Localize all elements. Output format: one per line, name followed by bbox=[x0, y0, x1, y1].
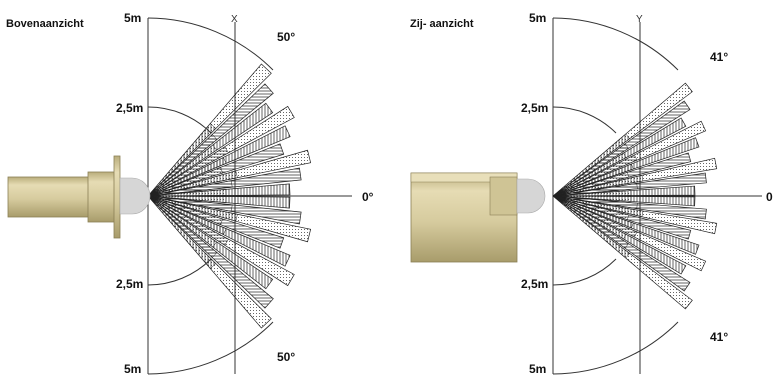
detection-beam-inner bbox=[552, 143, 629, 197]
detection-beam-inner bbox=[552, 195, 638, 238]
detection-beam-inner bbox=[147, 195, 217, 248]
top-view-lower-mid-distance: 2,5m bbox=[116, 277, 143, 291]
detection-beam-inner bbox=[552, 195, 630, 259]
detection-beam-inner bbox=[147, 166, 223, 197]
top-view-panel: Bovenaanzicht 5m 2,5m 2,5m 5m X 50° 50° … bbox=[6, 11, 374, 376]
side-view-title: Zij- aanzicht bbox=[410, 18, 474, 30]
detection-beam-inner bbox=[147, 133, 218, 197]
detection-beam-inner bbox=[552, 183, 638, 197]
top-view-top-distance: 5m bbox=[124, 11, 141, 25]
side-view-upper-mid-distance: 2,5m bbox=[521, 101, 548, 115]
detection-beam-inner bbox=[147, 189, 227, 197]
side-view-zero-angle: 0 bbox=[766, 190, 773, 204]
detection-beam-inner bbox=[147, 170, 238, 197]
detection-beam-inner bbox=[552, 154, 638, 197]
detection-beam-inner bbox=[552, 163, 634, 197]
detection-beam-inner bbox=[147, 195, 233, 212]
side-view-top-distance: 5m bbox=[529, 11, 546, 25]
top-view-zero-angle: 0° bbox=[362, 190, 374, 204]
top-view-lower-angle: 50° bbox=[277, 350, 295, 364]
detection-beam-inner bbox=[147, 195, 238, 222]
detection-beam-inner bbox=[147, 195, 223, 226]
top-view-detection-fan bbox=[147, 63, 312, 329]
detection-beam-inner bbox=[552, 133, 630, 197]
top-view-bottom-distance: 5m bbox=[124, 362, 141, 376]
side-view-lower-angle: 41° bbox=[710, 330, 728, 344]
side-view-lower-mid-distance: 2,5m bbox=[521, 277, 548, 291]
side-view-bottom-distance: 5m bbox=[529, 362, 546, 376]
detection-beam-inner bbox=[552, 195, 638, 209]
detection-beam-inner bbox=[147, 195, 229, 246]
detection-beam-inner bbox=[147, 144, 217, 197]
top-view-sensor bbox=[7, 155, 151, 239]
side-view-axis-label: Y bbox=[636, 14, 643, 25]
detection-beam-inner bbox=[552, 195, 630, 221]
detection-beam-inner bbox=[552, 174, 644, 197]
detection-beam-inner bbox=[552, 195, 644, 218]
top-view-axis-label: X bbox=[231, 14, 238, 25]
detection-beam-inner bbox=[552, 171, 630, 197]
detection-beam-inner bbox=[147, 195, 218, 259]
side-view-panel: Zij- aanzicht 5m 2,5m 2,5m 5m Y 41° 41° … bbox=[410, 11, 773, 376]
detection-beam-inner bbox=[147, 180, 233, 197]
top-view-upper-angle: 50° bbox=[277, 30, 295, 44]
top-view-upper-mid-distance: 2,5m bbox=[116, 101, 143, 115]
side-view-upper-angle: 41° bbox=[710, 50, 728, 64]
side-view-sensor bbox=[410, 172, 546, 263]
top-view-title: Bovenaanzicht bbox=[6, 18, 84, 30]
detection-beam-inner bbox=[552, 195, 634, 229]
detection-beam-inner bbox=[147, 157, 227, 197]
detection-beam-inner bbox=[552, 195, 627, 240]
detection-beam-inner bbox=[552, 195, 629, 249]
detection-beam-inner bbox=[147, 195, 227, 203]
detection-beam-inner bbox=[147, 195, 217, 269]
detection-beam-inner bbox=[147, 146, 229, 197]
detection-beam-inner bbox=[147, 123, 217, 197]
side-view-detection-fan bbox=[552, 82, 718, 310]
detection-beam-inner bbox=[147, 195, 227, 235]
detection-beam-inner bbox=[552, 152, 627, 197]
